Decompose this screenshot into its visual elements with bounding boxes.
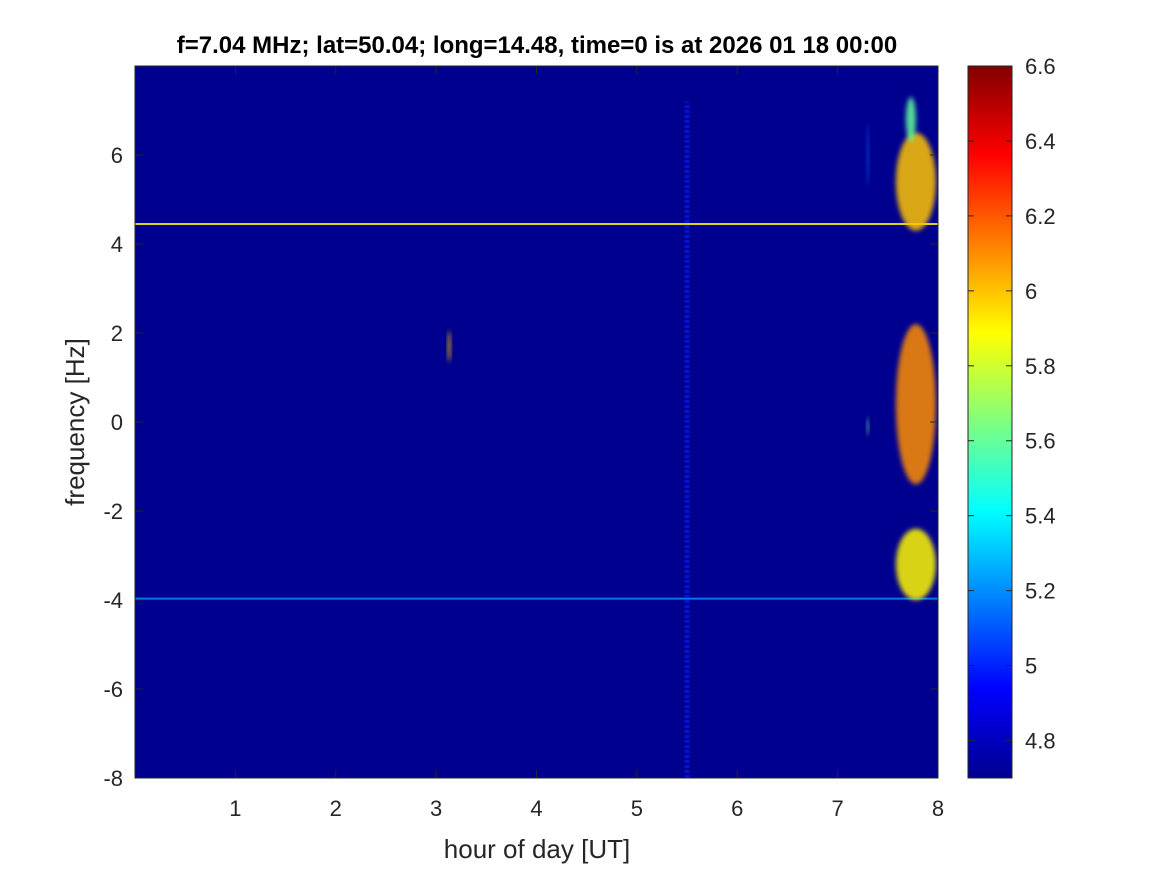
colorbar-tick-label-0: 4.8 [1025, 729, 1056, 754]
y-tick-label-0: -8 [103, 766, 123, 791]
y-tick-label-4: 0 [111, 410, 123, 435]
y-tick-label-6: 4 [111, 232, 123, 257]
colorbar-ticks: 4.8 5 5.2 5.4 5.6 5.8 6 6.2 6.4 6.6 [968, 54, 1056, 754]
x-tick-label-6: 7 [832, 796, 844, 821]
colorbar-tick-label-3: 5.4 [1025, 504, 1056, 529]
activity-blob-9 [895, 528, 936, 601]
x-tick-label-1: 2 [330, 796, 342, 821]
y-tick-label-2: -4 [103, 588, 123, 613]
y-tick-label-1: -6 [103, 677, 123, 702]
x-tick-label-2: 3 [430, 796, 442, 821]
activity-blob-3 [447, 330, 451, 362]
x-axis-label: hour of day [UT] [444, 834, 630, 864]
colorbar-tick-label-4: 5.6 [1025, 429, 1056, 454]
y-axis-ticks: -8 -6 -4 -2 0 2 4 6 [103, 143, 938, 791]
colorbar-tick-label-7: 6.2 [1025, 204, 1056, 229]
x-tick-label-3: 4 [530, 796, 542, 821]
y-axis-label: frequency [Hz] [60, 338, 90, 506]
x-tick-label-0: 1 [229, 796, 241, 821]
y-tick-label-5: 2 [111, 321, 123, 346]
colorbar-tick-label-6: 6 [1025, 279, 1037, 304]
x-tick-label-5: 6 [731, 796, 743, 821]
y-tick-label-7: 6 [111, 143, 123, 168]
heatmap-features [135, 97, 938, 778]
colorbar-tick-label-1: 5 [1025, 654, 1037, 679]
y-tick-label-3: -2 [103, 499, 123, 524]
activity-blob-6 [895, 132, 936, 231]
x-axis-ticks: 1 2 3 4 5 6 7 8 [229, 66, 944, 821]
activity-blob-7 [905, 97, 916, 142]
colorbar [967, 65, 1013, 779]
x-tick-label-4: 5 [631, 796, 643, 821]
colorbar-tick-label-8: 6.4 [1025, 129, 1056, 154]
x-tick-label-7: 8 [932, 796, 944, 821]
colorbar-tick-label-9: 6.6 [1025, 54, 1056, 79]
activity-blob-8 [895, 324, 936, 485]
colorbar-tick-label-5: 5.8 [1025, 354, 1056, 379]
chart-title: f=7.04 MHz; lat=50.04; long=14.48, time=… [177, 32, 897, 59]
colorbar-tick-label-2: 5.2 [1025, 579, 1056, 604]
activity-blob-5 [866, 123, 869, 187]
plot-area [135, 66, 938, 778]
activity-blob-4 [866, 417, 869, 436]
